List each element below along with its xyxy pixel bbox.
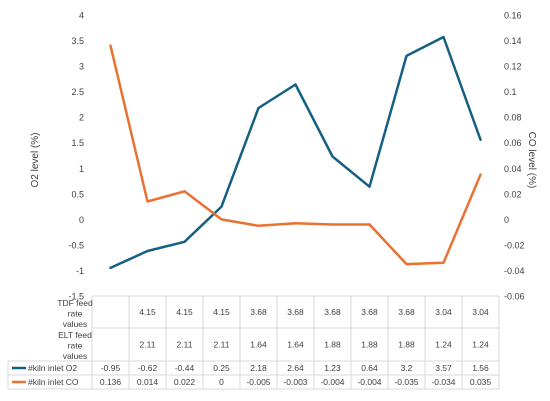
y-axis-right-ticks: 0.16 0.14 0.12 0.1 0.08 0.06 0.04 0.02 0 -0.02 -0.… — [504, 11, 525, 302]
table-cell: 1.88 — [324, 340, 341, 350]
table-cell: -0.95 — [101, 363, 121, 373]
table-row-header: ELT feed — [58, 330, 92, 340]
y-tick-right: 0.16 — [504, 11, 522, 21]
table-cell: 0.64 — [361, 363, 378, 373]
y-tick-right: 0.04 — [504, 164, 522, 174]
table-cell: 3.68 — [324, 307, 341, 317]
table-cell: 3.68 — [287, 307, 304, 317]
y-tick-left: -1.5 — [68, 292, 84, 302]
y-tick-right: -0.06 — [504, 292, 525, 302]
y-tick-left: -1 — [76, 266, 84, 276]
table-cell: 2.64 — [287, 363, 304, 373]
table-cell: 4.15 — [139, 307, 156, 317]
y-tick-right: 0.08 — [504, 113, 522, 123]
legend-label: #kiln inlet O2 — [28, 363, 77, 373]
table-cell: 3.68 — [361, 307, 378, 317]
table-cell: -0.003 — [283, 377, 307, 387]
table-cell: 0.25 — [213, 363, 230, 373]
table-cell: 3.04 — [472, 307, 489, 317]
table-cell: 2.18 — [250, 363, 267, 373]
table-cell: -0.005 — [246, 377, 270, 387]
table-cell: 1.88 — [361, 340, 378, 350]
table-cell: 2.11 — [214, 340, 230, 350]
table-row-header: values — [63, 351, 88, 361]
table-row-header: rate — [68, 341, 83, 351]
table-cell: 0.035 — [470, 377, 492, 387]
table-cell: 1.88 — [398, 340, 415, 350]
table-cell: 3.68 — [398, 307, 415, 317]
table-cell: 0 — [219, 377, 224, 387]
y-tick-left: -0.5 — [68, 240, 84, 250]
table-cell: 1.56 — [472, 363, 489, 373]
table-cell: 1.24 — [472, 340, 489, 350]
y-tick-left: 1 — [79, 164, 84, 174]
table-cell: 1.24 — [435, 340, 452, 350]
table-cell: 3.2 — [401, 363, 413, 373]
table-cell: 3.57 — [435, 363, 452, 373]
y-tick-right: -0.02 — [504, 240, 525, 250]
y-axis-right-title: CO level (%) — [526, 132, 537, 189]
y-tick-left: 3.5 — [71, 36, 84, 46]
table-row-header: rate — [68, 309, 83, 319]
table-cell: 2.11 — [177, 340, 193, 350]
table-cell: 1.23 — [324, 363, 341, 373]
table-cell: 0.136 — [100, 377, 122, 387]
y-tick-right: 0 — [504, 215, 509, 225]
table-cell: 0.014 — [137, 377, 159, 387]
table-cell: -0.62 — [138, 363, 158, 373]
table-cell: 4.15 — [213, 307, 230, 317]
y-tick-right: -0.04 — [504, 266, 525, 276]
table-cell: 1.64 — [250, 340, 267, 350]
table-cell: -0.035 — [394, 377, 418, 387]
table-cell: 0.022 — [174, 377, 196, 387]
table-cell: -0.004 — [320, 377, 344, 387]
table-cell: 4.15 — [176, 307, 193, 317]
table-row-header: TDF feed — [57, 298, 93, 308]
y-tick-right: 0.1 — [504, 87, 517, 97]
table-cell: -0.004 — [357, 377, 381, 387]
y-tick-left: 2 — [79, 113, 84, 123]
y-tick-left: 4 — [79, 11, 84, 21]
y-tick-left: 0.5 — [71, 189, 84, 199]
co-series-line — [109, 44, 482, 266]
y-tick-right: 0.02 — [504, 189, 522, 199]
y-tick-left: 3 — [79, 62, 84, 72]
table-row-header: values — [63, 319, 88, 329]
table-cell: -0.44 — [175, 363, 195, 373]
o2-series-line — [109, 35, 482, 270]
table-cell: 3.68 — [250, 307, 267, 317]
legend-label: #kiln inlet CO — [28, 377, 79, 387]
y-axis-left-ticks: 4 3.5 3 2.5 2 1.5 1 0.5 0 -0.5 -1 -1.5 — [68, 11, 84, 302]
y-tick-right: 0.06 — [504, 138, 522, 148]
table-cell: 1.64 — [287, 340, 304, 350]
y-axis-left-title: O2 level (%) — [30, 132, 41, 187]
table-cell: 2.11 — [140, 340, 156, 350]
y-tick-left: 0 — [79, 215, 84, 225]
series-lines — [109, 35, 482, 270]
y-tick-right: 0.14 — [504, 36, 522, 46]
table-cell: 3.04 — [435, 307, 452, 317]
y-tick-left: 1.5 — [71, 138, 84, 148]
axis-labels: O2 level (%) CO level (%) — [30, 132, 537, 189]
y-tick-left: 2.5 — [71, 87, 84, 97]
y-tick-right: 0.12 — [504, 62, 522, 72]
table-cell: -0.034 — [431, 377, 455, 387]
